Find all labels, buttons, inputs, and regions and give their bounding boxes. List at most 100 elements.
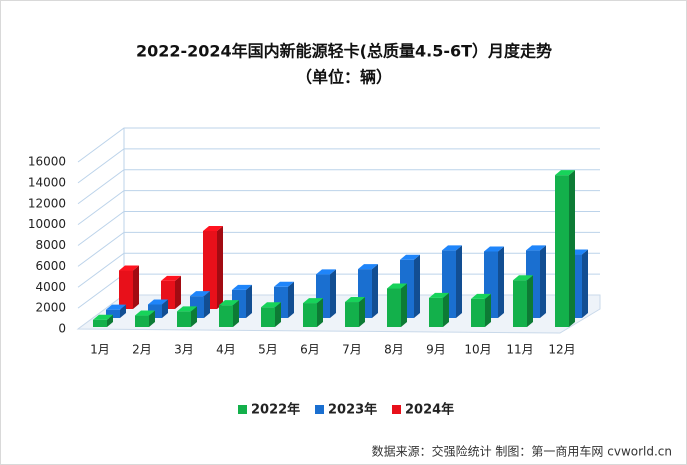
legend-label: 2024年 bbox=[405, 402, 454, 418]
y-tick-label: 14000 bbox=[28, 175, 66, 189]
bar-side bbox=[485, 293, 491, 327]
y-tick-label: 12000 bbox=[28, 196, 66, 210]
bar-top bbox=[429, 292, 449, 298]
bar bbox=[513, 275, 533, 327]
bar-front bbox=[387, 288, 401, 327]
bar-top bbox=[442, 245, 462, 251]
bar-front bbox=[555, 175, 569, 327]
bar-front bbox=[429, 297, 443, 327]
bar bbox=[119, 265, 139, 309]
x-tick-label: 5月 bbox=[258, 343, 278, 357]
bar bbox=[203, 226, 223, 309]
bar-top bbox=[261, 302, 281, 308]
bar-side bbox=[414, 254, 420, 318]
bar bbox=[161, 275, 181, 309]
x-tick-label: 11月 bbox=[506, 343, 533, 357]
bar-top bbox=[471, 293, 491, 299]
chart-title: 2022-2024年国内新能源轻卡(总质量4.5-6T）月度走势 bbox=[136, 42, 552, 61]
bar bbox=[429, 292, 449, 327]
bar-top bbox=[93, 314, 113, 320]
bar-top bbox=[555, 170, 575, 176]
x-tick-label: 9月 bbox=[426, 343, 446, 357]
bar-top bbox=[219, 300, 239, 306]
bar-top bbox=[161, 275, 181, 281]
y-tick-label: 8000 bbox=[35, 238, 66, 252]
bar-side bbox=[330, 269, 336, 318]
bar-top bbox=[484, 246, 504, 252]
y-tick-label: 6000 bbox=[35, 259, 66, 273]
bar-side bbox=[317, 298, 323, 327]
bar-side bbox=[275, 302, 281, 327]
bar-side bbox=[233, 300, 239, 327]
bar-side bbox=[372, 264, 378, 318]
y-tick-label: 10000 bbox=[28, 217, 66, 231]
bar bbox=[387, 283, 407, 327]
bar-top bbox=[119, 265, 139, 271]
x-tick-label: 10月 bbox=[464, 343, 491, 357]
bar-top bbox=[148, 299, 168, 305]
bar-top bbox=[387, 283, 407, 289]
legend-label: 2022年 bbox=[251, 402, 300, 418]
bar-front bbox=[261, 307, 275, 327]
bar-top bbox=[400, 254, 420, 260]
bar-side bbox=[133, 265, 139, 309]
x-tick-label: 7月 bbox=[342, 343, 362, 357]
bar-front bbox=[219, 305, 233, 327]
bar bbox=[345, 297, 365, 327]
bar-front bbox=[345, 302, 359, 327]
bar-front bbox=[119, 270, 133, 309]
bar bbox=[555, 170, 575, 327]
x-tick-label: 3月 bbox=[174, 343, 194, 357]
x-tick-label: 2月 bbox=[132, 343, 152, 357]
bar bbox=[93, 314, 113, 327]
x-tick-label: 12月 bbox=[548, 343, 575, 357]
bar bbox=[303, 298, 323, 327]
bar-front bbox=[93, 319, 107, 327]
bar-front bbox=[303, 303, 317, 327]
legend-label: 2023年 bbox=[328, 402, 377, 418]
bar-top bbox=[526, 245, 546, 251]
bar-side bbox=[175, 275, 181, 309]
bar-top bbox=[303, 298, 323, 304]
bar-top bbox=[203, 226, 223, 231]
bar-top bbox=[177, 306, 197, 312]
x-tick-label: 4月 bbox=[216, 343, 236, 357]
bar-side bbox=[456, 245, 462, 318]
x-tick-label: 8月 bbox=[384, 343, 404, 357]
bar-side bbox=[359, 297, 365, 327]
bar bbox=[106, 304, 126, 318]
bar-top bbox=[274, 281, 294, 287]
bar-top bbox=[190, 291, 210, 297]
bar-side bbox=[149, 310, 155, 327]
bar-top bbox=[316, 269, 336, 275]
y-tick-label: 0 bbox=[58, 322, 66, 336]
bar-top bbox=[106, 304, 126, 310]
bar-side bbox=[443, 292, 449, 327]
legend-swatch bbox=[238, 405, 247, 414]
bar-front bbox=[203, 231, 217, 309]
bar-top bbox=[513, 275, 533, 281]
bar-side bbox=[540, 245, 546, 318]
bar-side bbox=[288, 281, 294, 318]
bar-top bbox=[135, 310, 155, 316]
bar-side bbox=[107, 314, 113, 327]
bar-side bbox=[582, 249, 588, 318]
bar-front bbox=[106, 309, 120, 318]
y-tick-label: 4000 bbox=[35, 280, 66, 294]
chart-subtitle: （单位：辆） bbox=[296, 68, 392, 87]
legend-swatch bbox=[392, 405, 401, 414]
bar bbox=[219, 300, 239, 327]
bar-top bbox=[345, 297, 365, 303]
bar-front bbox=[471, 298, 485, 327]
bar-side bbox=[527, 275, 533, 327]
bar bbox=[177, 306, 197, 327]
bar-front bbox=[513, 280, 527, 327]
bar-side bbox=[569, 170, 575, 327]
bar-front bbox=[177, 311, 191, 327]
x-tick-label: 1月 bbox=[90, 343, 110, 357]
bar bbox=[471, 293, 491, 327]
bar-side bbox=[204, 291, 210, 318]
bar-top bbox=[358, 264, 378, 270]
bar-side bbox=[191, 306, 197, 327]
